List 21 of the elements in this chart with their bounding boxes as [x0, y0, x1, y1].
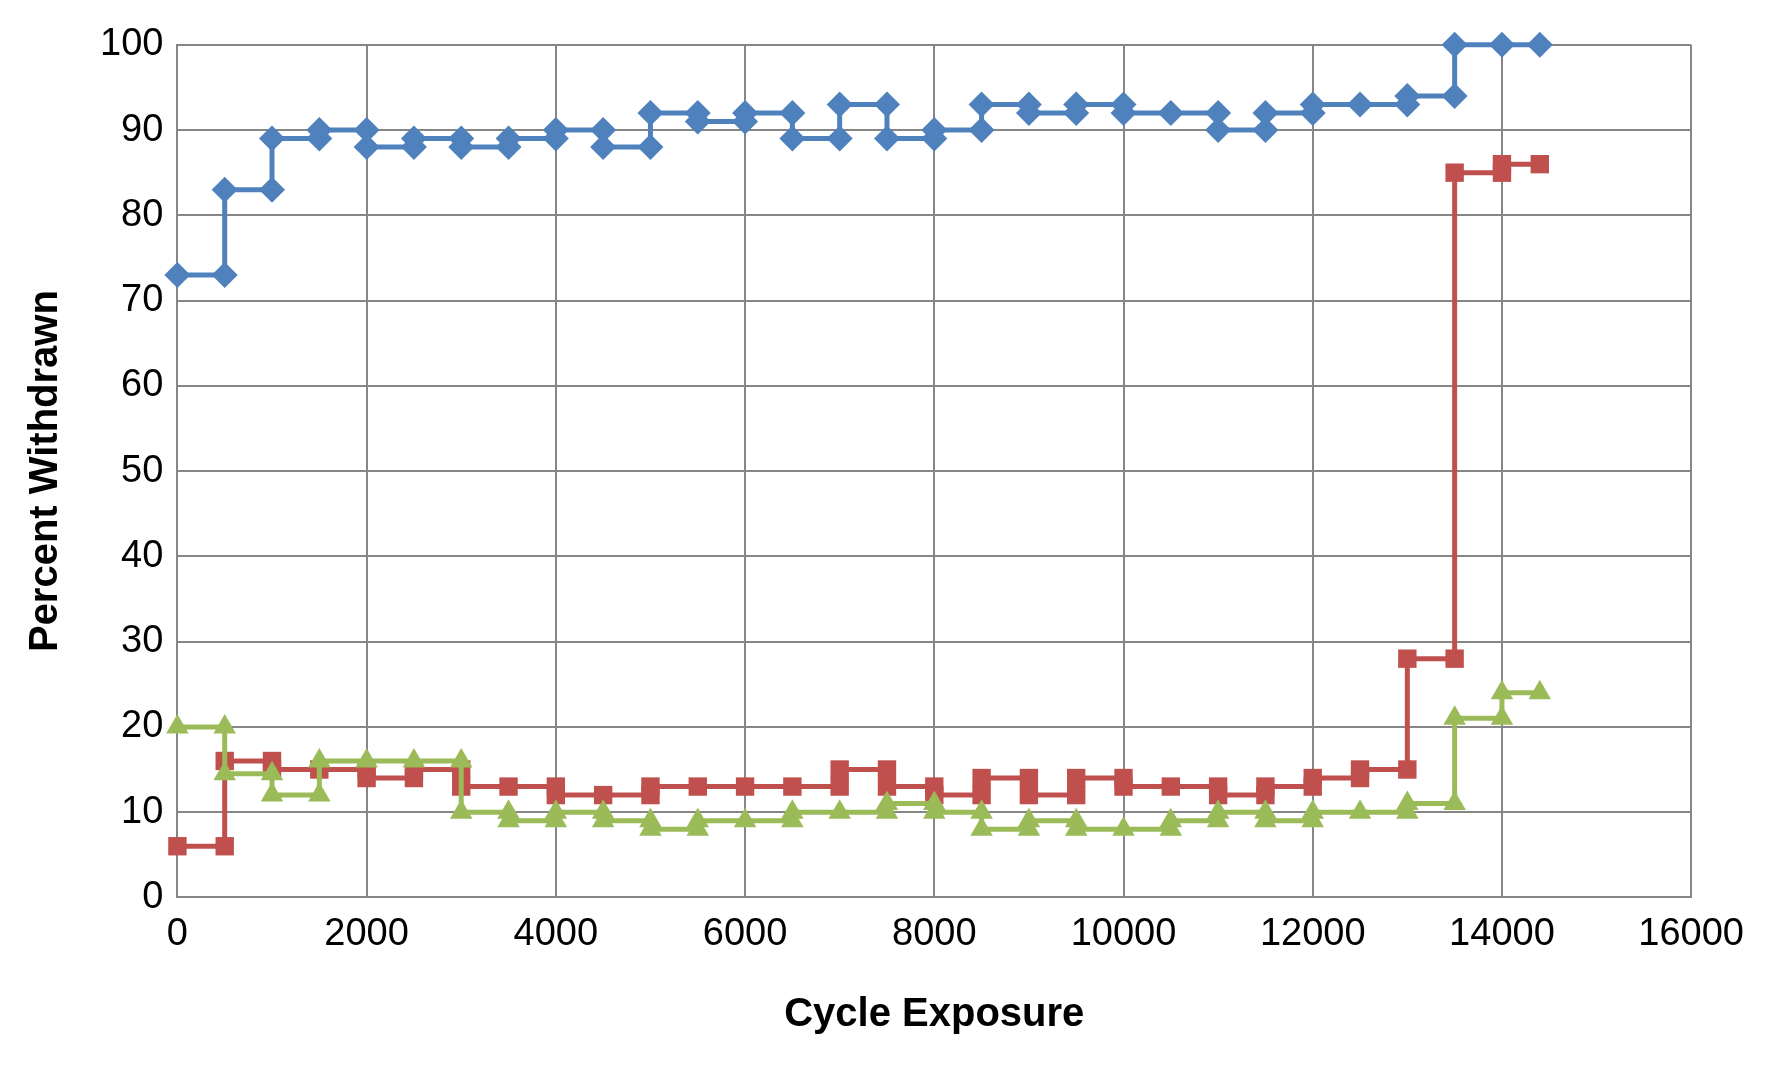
x-tick-label: 16000: [1638, 910, 1744, 953]
y-axis-title: Percent Withdrawn: [21, 290, 66, 653]
y-tick-label: 70: [121, 277, 164, 320]
x-tick-label: 8000: [892, 910, 977, 953]
y-tick-label: 50: [121, 447, 164, 490]
y-tick-label: 10: [121, 788, 164, 831]
y-tick-label: 0: [142, 873, 164, 916]
x-tick-label: 6000: [702, 910, 788, 953]
x-tick-label: 2000: [324, 910, 409, 953]
y-tick-label: 100: [100, 21, 164, 64]
y-tick-label: 80: [121, 191, 164, 234]
x-tick-label: 4000: [513, 910, 599, 953]
x-tick-label: 10000: [1070, 910, 1177, 953]
x-tick-label: 12000: [1259, 910, 1366, 953]
y-tick-label: 40: [121, 532, 164, 575]
y-tick-label: 30: [121, 618, 164, 661]
x-axis-title: Cycle Exposure: [784, 990, 1085, 1035]
y-tick-label: 60: [121, 362, 164, 405]
y-tick-label: 90: [121, 106, 164, 149]
x-tick-label: 14000: [1449, 910, 1555, 953]
y-tick-label: 20: [121, 703, 164, 746]
